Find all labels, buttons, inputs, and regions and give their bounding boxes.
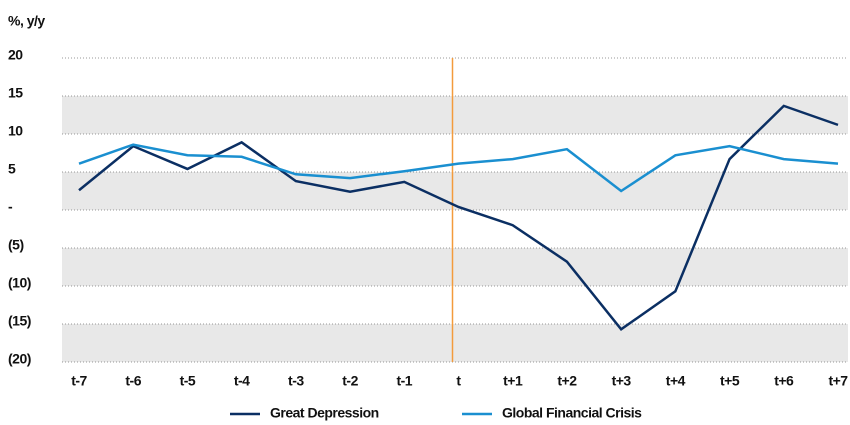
x-tick-label: t-3 bbox=[288, 373, 304, 389]
y-tick-label: (10) bbox=[8, 275, 31, 291]
x-tick-label: t+1 bbox=[503, 373, 523, 389]
x-tick-label: t bbox=[456, 373, 461, 389]
y-tick-label: (20) bbox=[8, 351, 31, 367]
y-tick-label: 10 bbox=[8, 123, 23, 139]
grid-band bbox=[62, 324, 848, 362]
line-series bbox=[78, 104, 839, 332]
y-tick-label: - bbox=[8, 199, 13, 215]
y-tick-label: (5) bbox=[8, 237, 24, 253]
legend-label: Great Depression bbox=[270, 405, 379, 421]
grid-band bbox=[62, 248, 848, 286]
y-axis-label: %, y/y bbox=[8, 13, 45, 29]
x-tick-label: t-2 bbox=[342, 373, 358, 389]
x-tick-label: t-4 bbox=[234, 373, 250, 389]
x-tick-label: t+2 bbox=[557, 373, 577, 389]
x-tick-label: t+4 bbox=[666, 373, 686, 389]
y-tick-label: 20 bbox=[8, 47, 23, 63]
x-tick-label: t+5 bbox=[720, 373, 740, 389]
x-tick-label: t+6 bbox=[774, 373, 794, 389]
x-tick-label: t-6 bbox=[125, 373, 141, 389]
x-tick-label: t-7 bbox=[71, 373, 87, 389]
y-tick-label: (15) bbox=[8, 313, 31, 329]
y-tick-label: 15 bbox=[8, 85, 23, 101]
line-series bbox=[78, 143, 839, 193]
x-tick-label: t+3 bbox=[612, 373, 632, 389]
legend-label: Global Financial Crisis bbox=[502, 405, 642, 421]
y-tick-label: 5 bbox=[8, 161, 16, 177]
x-tick-label: t-5 bbox=[180, 373, 196, 389]
x-tick-label: t+7 bbox=[828, 373, 848, 389]
grid-band bbox=[62, 96, 848, 134]
x-tick-label: t-1 bbox=[396, 373, 412, 389]
